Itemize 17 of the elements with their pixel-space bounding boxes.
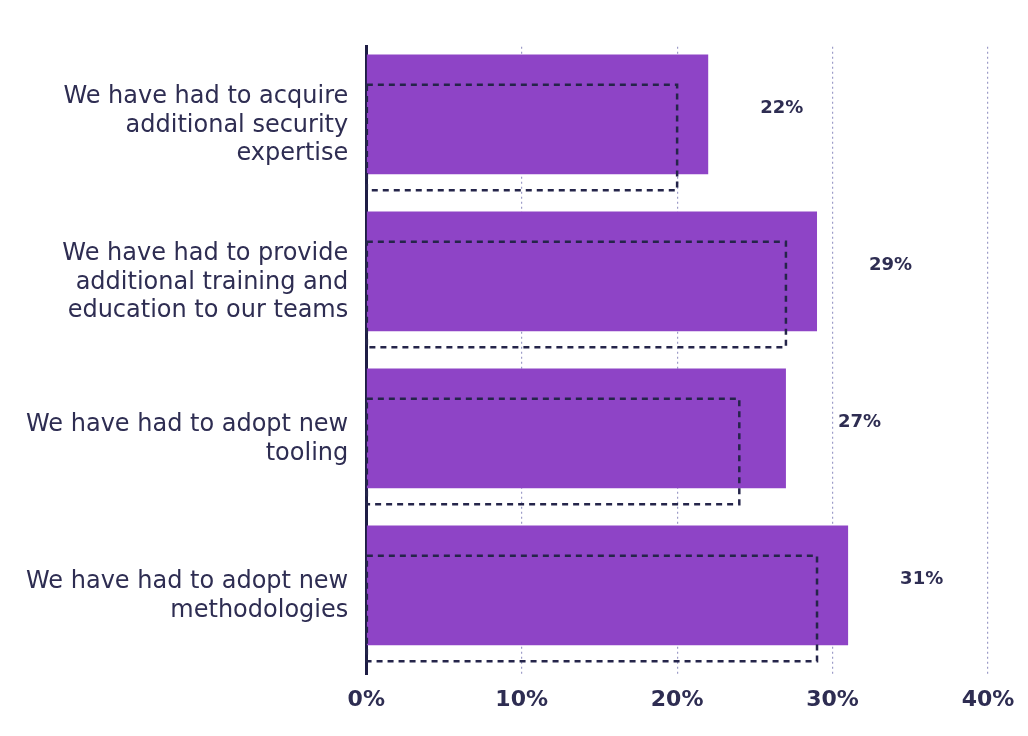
data-label: 31% bbox=[900, 566, 944, 588]
bar bbox=[366, 211, 818, 332]
bar bbox=[366, 525, 849, 646]
x-tick-label: 40% bbox=[961, 685, 1015, 711]
x-tick-label: 30% bbox=[806, 685, 859, 711]
y-tick-label: We have had to adopt new methodologies bbox=[25, 566, 349, 623]
data-label: 22% bbox=[760, 95, 804, 117]
data-label: 29% bbox=[869, 252, 913, 274]
x-tick-label: 20% bbox=[650, 685, 704, 711]
y-tick-label: We have had to acquire additional security expertise bbox=[63, 80, 349, 167]
bar bbox=[366, 54, 709, 175]
y-tick-label: We have had to provide additional training and education to our teams bbox=[62, 237, 349, 324]
y-tick-label: We have had to adopt new tooling bbox=[25, 409, 349, 466]
data-label: 27% bbox=[837, 409, 882, 431]
bar bbox=[366, 368, 786, 489]
x-tick-label: 0% bbox=[347, 685, 385, 711]
x-tick-label: 10% bbox=[495, 685, 549, 711]
